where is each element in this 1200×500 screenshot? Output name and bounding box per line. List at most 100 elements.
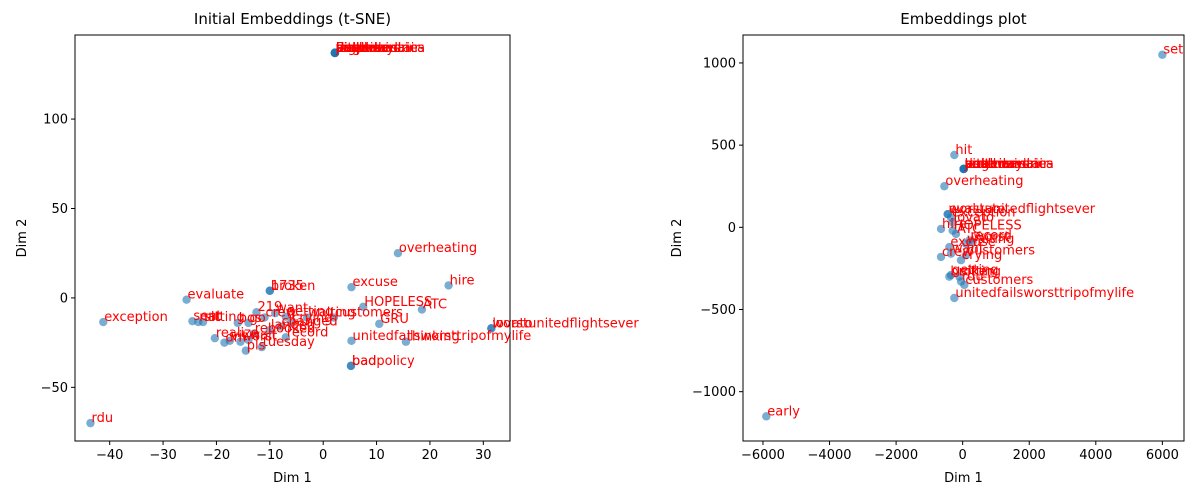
point-label: realize <box>216 326 259 341</box>
scatter-point <box>220 338 229 347</box>
point-label: unitedairlines <box>336 41 425 56</box>
point-label: virginamerica <box>336 41 425 56</box>
point-label: bos <box>336 41 359 56</box>
point-label: overheating <box>945 174 1023 189</box>
chart-right: Embeddings plot set hitbosunitedairlinesa… <box>670 10 1185 486</box>
x-tick-label-right: 6000 <box>1146 448 1179 463</box>
scatter-point <box>244 318 253 328</box>
x-tick-label-left: 10 <box>368 448 385 463</box>
point-label: usairways <box>336 41 401 56</box>
x-tick-label-right: 0 <box>959 448 967 463</box>
scatter-point <box>961 239 971 248</box>
point-label: americanair <box>965 157 1044 172</box>
point-label: HOPELESS <box>364 295 432 310</box>
y-ticks-left: −50 0 50 100 <box>41 113 75 396</box>
point-label: bad <box>352 354 376 369</box>
point-label: crew <box>942 245 973 260</box>
point-label: want <box>952 242 984 257</box>
point-label: set <box>1163 43 1183 58</box>
x-tick-label-left: −20 <box>203 448 230 463</box>
point-label: help <box>336 41 364 56</box>
point-label: worstunitedflightsever <box>492 316 639 331</box>
point-label: 219 <box>257 300 282 315</box>
point-label: nat <box>199 310 220 325</box>
point-label: excuse <box>352 275 397 290</box>
scatter-point <box>260 313 269 322</box>
x-tick-label-right: 2000 <box>1013 448 1046 463</box>
point-label: customers <box>965 273 1033 288</box>
point-label: rebooked <box>255 322 316 337</box>
x-axis-label-left: Dim 1 <box>273 471 312 486</box>
point-label: jetblue <box>964 157 1010 172</box>
scatter-point <box>233 318 242 328</box>
scatter-point <box>951 229 961 239</box>
scatter-point <box>401 337 411 346</box>
scatter-point <box>946 270 956 280</box>
point-label: want <box>276 301 308 316</box>
point-label: HOPELESS <box>954 219 1022 234</box>
scatter-point <box>270 308 280 318</box>
point-label: overheating <box>399 241 477 256</box>
point-label: worst <box>241 330 277 345</box>
point-label: vit <box>231 329 247 344</box>
point-label: exception <box>952 205 1016 220</box>
point-label: crying <box>962 248 1002 263</box>
scatter-point <box>948 218 957 227</box>
point-label: customers <box>967 243 1035 258</box>
x-axis-label-right: Dim 1 <box>944 471 983 486</box>
labels-layer-right: set hitbosunitedairlinesamericanairsouthw… <box>767 43 1183 420</box>
scatter-point <box>946 249 956 258</box>
y-tick-label-left: 100 <box>43 113 68 128</box>
scatter-point <box>286 318 296 328</box>
point-label: early <box>767 404 800 419</box>
point-label: changed <box>281 315 337 330</box>
scatter-point <box>1158 50 1167 59</box>
scatter-point <box>417 305 427 314</box>
point-label: getting <box>287 305 334 320</box>
point-label: thanks <box>336 41 380 56</box>
scatter-point <box>99 317 108 327</box>
chart-title-left: Initial Embeddings (t-SNE) <box>194 10 391 28</box>
point-label: record <box>970 228 1012 243</box>
x-tick-label-left: 20 <box>422 448 439 463</box>
point-label: rdu <box>962 270 984 285</box>
point-label: worst <box>974 230 1010 245</box>
y-tick-label-right: 1000 <box>703 56 736 71</box>
point-label: bos <box>239 311 262 326</box>
point-label: dm <box>225 331 246 346</box>
scatter-point <box>347 282 356 292</box>
scatter-point <box>347 336 356 346</box>
point-label: unitedairlines <box>965 157 1054 172</box>
point-label: rdu <box>91 411 113 426</box>
point-label: pls <box>247 339 266 354</box>
point-label: 1735 <box>271 279 304 294</box>
scatter-point <box>249 329 259 338</box>
scatter-point <box>86 418 95 428</box>
point-label: hire <box>942 217 967 232</box>
point-label: getting <box>952 263 999 278</box>
x-tick-label-left: 30 <box>475 448 492 463</box>
y-ticks-right: −1000 −500 0 500 1000 <box>692 56 743 400</box>
point-label: worstunitedflightsever <box>949 202 1096 217</box>
y-axis-label-right: Dim 2 <box>670 219 685 258</box>
plot-frame-right <box>742 34 1185 442</box>
point-label: hire <box>450 273 475 288</box>
scatter-point <box>182 295 191 304</box>
point-label: waiting <box>308 306 355 321</box>
point-label: sitting <box>204 310 245 325</box>
point-label: crew <box>265 306 296 321</box>
x-tick-label-left: 0 <box>319 448 327 463</box>
point-label: americanair <box>336 41 415 56</box>
point-label: jetblue <box>335 41 381 56</box>
points-layer-left <box>86 48 496 428</box>
point-label: record <box>287 325 329 340</box>
point-label: lovato <box>492 316 532 331</box>
scatter-point <box>244 335 253 345</box>
chart-left: Initial Embeddings (t-SNE) bosunitedairl… <box>15 10 639 486</box>
point-label: sent <box>193 309 221 324</box>
point-label: customers <box>335 306 403 321</box>
scatter-point <box>960 280 969 290</box>
point-label: unitedfailsworsttripofmylife <box>352 329 531 344</box>
point-label: unitedfailsworsttripofmylife <box>955 286 1134 301</box>
